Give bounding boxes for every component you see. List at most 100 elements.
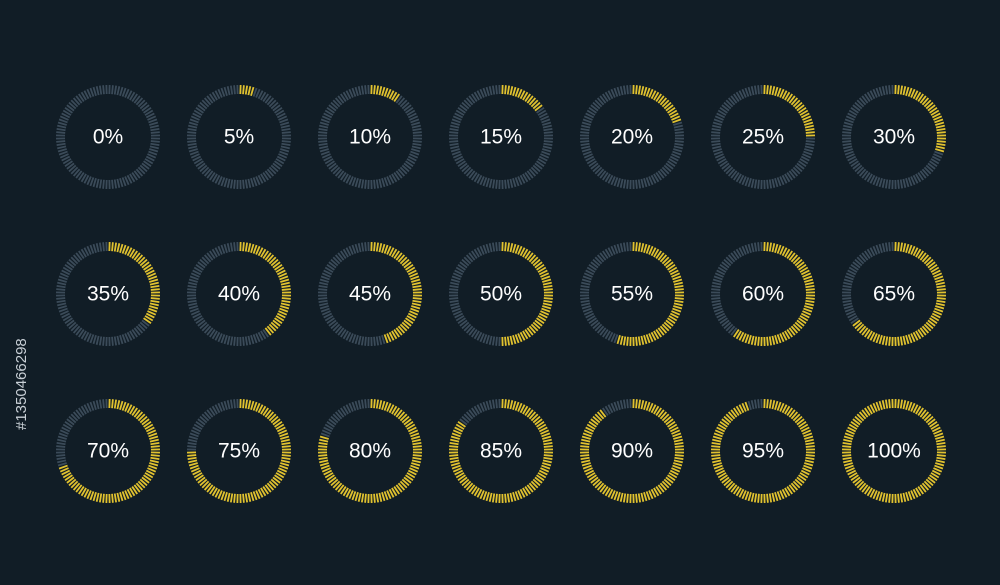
fill-tick bbox=[129, 487, 136, 497]
track-tick bbox=[738, 90, 745, 100]
track-tick bbox=[714, 310, 724, 316]
track-tick bbox=[280, 124, 290, 129]
value-label: 85% bbox=[480, 440, 522, 463]
track-tick bbox=[476, 90, 483, 100]
track-tick bbox=[843, 305, 853, 310]
track-tick bbox=[923, 166, 932, 175]
fill-tick bbox=[532, 101, 541, 110]
track-tick bbox=[599, 170, 607, 179]
track-tick bbox=[323, 426, 333, 433]
gauge-track bbox=[186, 241, 269, 347]
gauge-fill bbox=[852, 241, 947, 347]
track-tick bbox=[459, 418, 468, 426]
track-tick bbox=[875, 177, 881, 187]
fill-tick bbox=[594, 480, 603, 489]
track-tick bbox=[95, 400, 100, 410]
fill-tick bbox=[934, 432, 944, 438]
track-tick bbox=[738, 174, 745, 184]
fill-tick bbox=[528, 411, 537, 420]
fill-tick bbox=[805, 127, 815, 132]
fill-tick bbox=[910, 490, 916, 500]
fill-tick bbox=[145, 269, 155, 276]
track-tick bbox=[281, 131, 291, 134]
track-tick bbox=[58, 275, 68, 281]
track-tick bbox=[542, 121, 552, 126]
fill-tick bbox=[802, 429, 812, 435]
track-tick bbox=[479, 88, 485, 98]
track-tick bbox=[473, 405, 480, 415]
track-tick bbox=[187, 142, 197, 147]
track-tick bbox=[193, 423, 203, 430]
track-tick bbox=[381, 335, 386, 345]
track-tick bbox=[190, 272, 200, 278]
track-tick bbox=[723, 101, 732, 110]
track-tick bbox=[255, 333, 261, 343]
fill-tick bbox=[671, 467, 681, 473]
track-tick bbox=[655, 172, 662, 181]
fill-tick bbox=[509, 492, 514, 502]
track-tick bbox=[580, 299, 590, 304]
fill-tick bbox=[917, 250, 924, 259]
fill-tick bbox=[135, 254, 144, 263]
track-tick bbox=[640, 178, 645, 188]
track-tick bbox=[540, 115, 550, 121]
fill-tick bbox=[528, 97, 537, 106]
fill-tick bbox=[583, 429, 593, 435]
track-tick bbox=[872, 88, 878, 98]
track-tick bbox=[119, 86, 124, 96]
fill-tick bbox=[905, 335, 910, 345]
track-tick bbox=[449, 299, 459, 304]
track-tick bbox=[320, 118, 330, 124]
track-tick bbox=[586, 109, 596, 116]
gauge: 45% bbox=[317, 241, 423, 347]
fill-tick bbox=[645, 334, 651, 344]
track-tick bbox=[61, 112, 71, 119]
fill-tick bbox=[902, 400, 907, 410]
fill-tick bbox=[526, 327, 534, 336]
fill-tick bbox=[450, 459, 460, 464]
track-tick bbox=[730, 170, 738, 179]
track-tick bbox=[843, 124, 853, 129]
track-tick bbox=[57, 278, 67, 283]
track-tick bbox=[412, 131, 422, 134]
track-tick bbox=[318, 127, 328, 132]
fill-tick bbox=[712, 462, 722, 467]
track-tick bbox=[711, 127, 721, 132]
fill-tick bbox=[495, 493, 498, 503]
fill-tick bbox=[798, 421, 807, 428]
track-tick bbox=[190, 429, 200, 435]
fill-tick bbox=[881, 335, 886, 345]
track-tick bbox=[192, 426, 202, 433]
fill-tick bbox=[121, 491, 127, 501]
track-tick bbox=[321, 310, 331, 316]
fill-tick bbox=[504, 85, 507, 95]
fill-tick bbox=[124, 245, 130, 255]
track-tick bbox=[919, 170, 927, 179]
fill-tick bbox=[124, 490, 130, 500]
track-tick bbox=[328, 418, 337, 426]
fill-tick bbox=[925, 415, 934, 424]
track-tick bbox=[78, 93, 85, 102]
track-tick bbox=[61, 155, 71, 162]
track-tick bbox=[383, 177, 389, 187]
track-tick bbox=[197, 319, 206, 327]
track-tick bbox=[592, 321, 601, 330]
fill-tick bbox=[449, 454, 459, 457]
track-tick bbox=[148, 118, 158, 124]
track-tick bbox=[674, 127, 684, 132]
track-tick bbox=[189, 432, 199, 438]
fill-tick bbox=[532, 321, 541, 330]
track-tick bbox=[64, 421, 73, 428]
fill-tick bbox=[588, 421, 597, 428]
track-tick bbox=[542, 145, 552, 150]
track-tick bbox=[334, 411, 343, 420]
fill-tick bbox=[805, 131, 815, 134]
fill-tick bbox=[139, 478, 148, 487]
fill-tick bbox=[936, 140, 946, 143]
fill-tick bbox=[861, 409, 869, 418]
track-tick bbox=[199, 164, 208, 173]
track-tick bbox=[209, 172, 216, 181]
fill-tick bbox=[794, 321, 803, 330]
track-tick bbox=[915, 173, 922, 183]
fill-tick bbox=[386, 333, 392, 343]
